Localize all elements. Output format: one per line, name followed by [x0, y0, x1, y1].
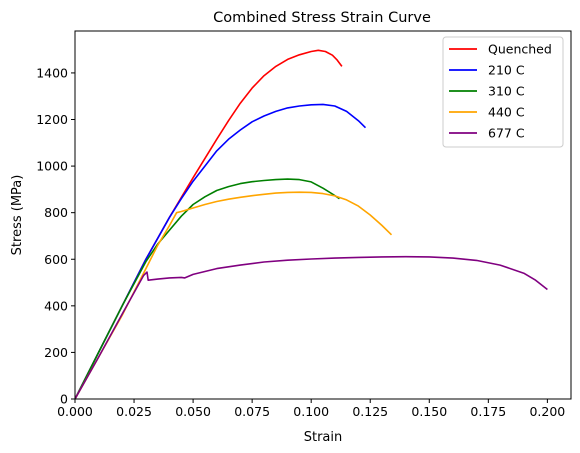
chart-title: Combined Stress Strain Curve	[213, 10, 431, 26]
x-tick-label: 0.025	[116, 404, 152, 419]
legend-label-quenched: Quenched	[488, 42, 552, 57]
y-tick-label: 400	[44, 298, 68, 313]
x-tick-label: 0.150	[411, 404, 447, 419]
x-tick-label: 0.050	[175, 404, 211, 419]
y-tick-label: 0	[60, 392, 68, 407]
y-tick-label: 800	[44, 205, 68, 220]
y-tick-label: 1200	[36, 112, 68, 127]
y-tick-label: 1400	[36, 65, 68, 80]
legend-label-310-c: 310 C	[488, 84, 525, 99]
y-tick-label: 600	[44, 252, 68, 267]
y-axis-label: Stress (MPa)	[10, 175, 25, 256]
x-tick-label: 0.125	[352, 404, 388, 419]
x-tick-label: 0.100	[293, 404, 329, 419]
y-tick-label: 1000	[36, 159, 68, 174]
legend-label-210-c: 210 C	[488, 63, 525, 78]
x-tick-label: 0.200	[529, 404, 565, 419]
x-tick-label: 0.075	[234, 404, 270, 419]
y-tick-label: 200	[44, 345, 68, 360]
x-axis-label: Strain	[304, 430, 343, 445]
legend: Quenched 210 C 310 C 440 C 677 C	[443, 37, 563, 147]
legend-label-677-c: 677 C	[488, 126, 525, 141]
x-tick-label: 0.175	[470, 404, 506, 419]
legend-label-440-c: 440 C	[488, 105, 525, 120]
